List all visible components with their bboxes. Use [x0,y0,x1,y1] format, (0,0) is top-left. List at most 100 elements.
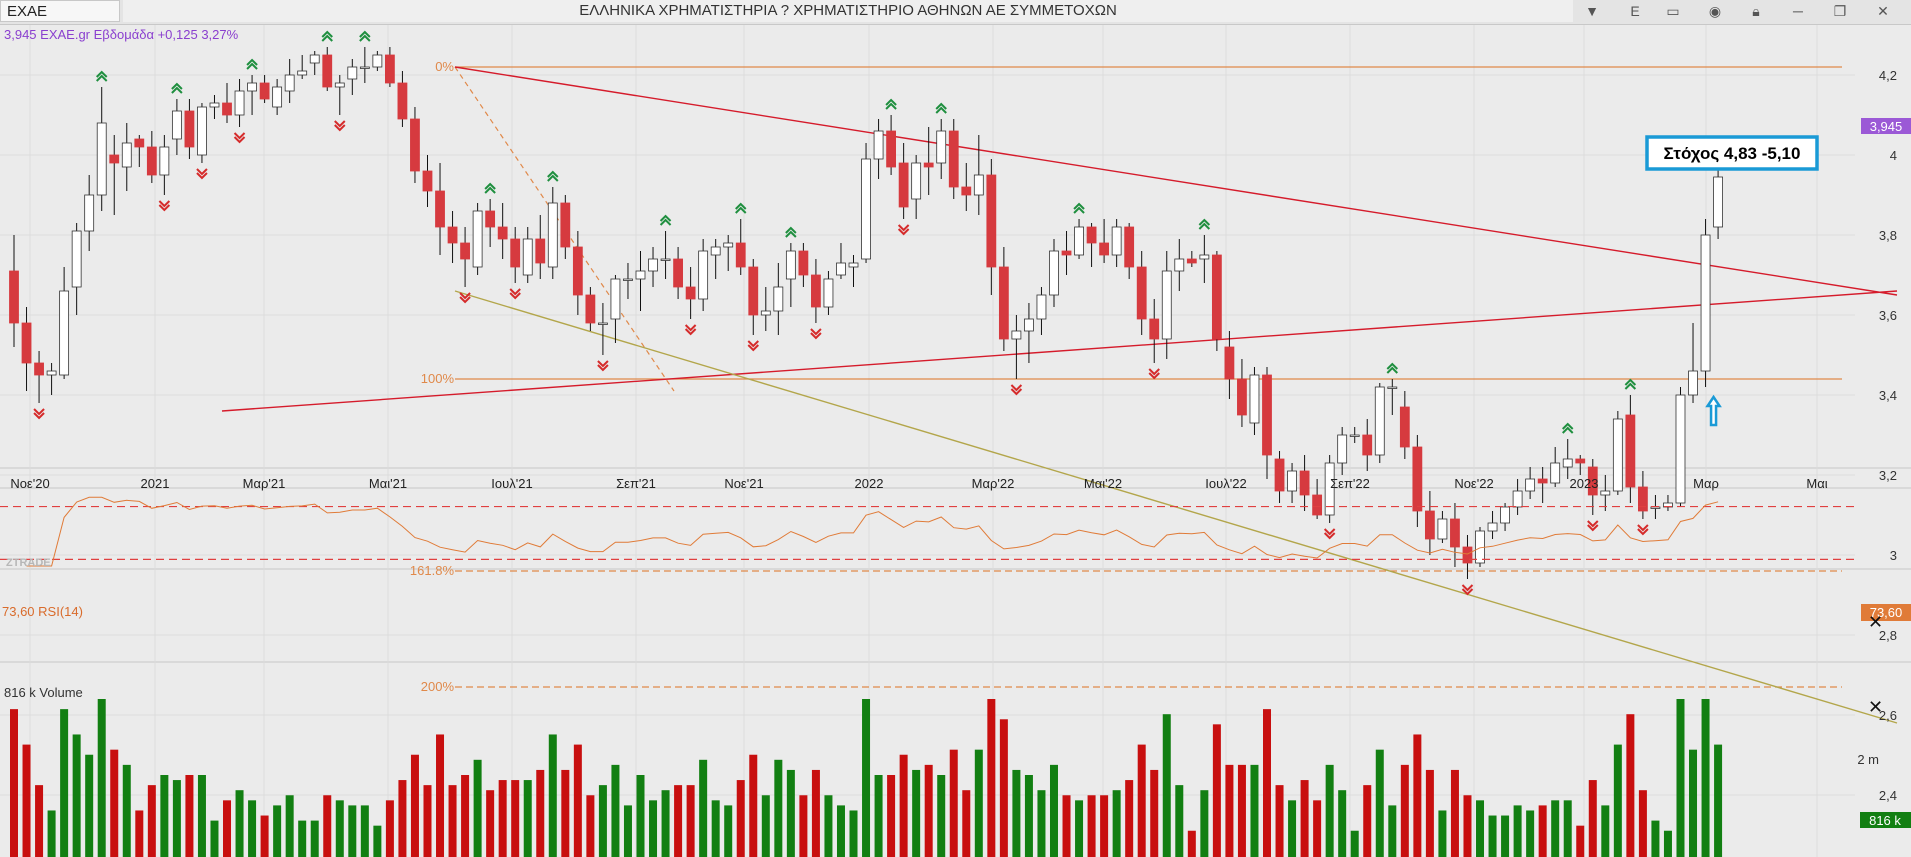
volume-bar [310,820,319,857]
candlestick [1174,239,1185,291]
volume-bar [135,810,144,857]
candle-body [1675,394,1686,504]
swing-low-marker-icon [1587,520,1599,532]
swing-low-marker-icon [33,408,45,420]
candlestick [522,227,533,283]
swing-low-marker-icon [1637,524,1649,536]
volume-bar [373,825,382,857]
candle-body [648,258,658,272]
candlestick [1412,435,1423,527]
candlestick [1061,231,1072,275]
candle-body [1224,346,1235,380]
candlestick [397,71,408,127]
candle-body [46,370,57,376]
candle-body [1249,374,1260,424]
price-chart[interactable]: 3,945 EXAE.gr Εβδομάδα +0,125 3,27% ZTRA… [0,25,1911,857]
candle-body [1074,226,1084,256]
candlestick [585,287,596,331]
y-tick-label: 4 [1890,148,1897,163]
x-tick-label: Σεπ'22 [1330,476,1370,491]
candlestick [21,307,32,391]
volume-bar [473,759,482,857]
candlestick [1349,427,1360,443]
candle-body [1111,226,1122,256]
candle-body [560,202,571,248]
volume-bar [285,795,294,857]
symbol-input[interactable]: EXAE [0,0,120,22]
candlestick [1437,511,1448,543]
volume-bar [1513,805,1522,857]
alert-icon[interactable]: ◉ [1708,3,1722,19]
volume-bar [1112,790,1121,857]
candle-body [673,258,683,288]
candle-body [197,106,207,156]
candle-body [1262,374,1272,456]
candle-body [1362,434,1373,456]
candlestick [46,363,57,395]
candlestick [1287,463,1297,503]
candle-body [1638,486,1648,512]
swing-low-marker-icon [459,292,471,304]
candlestick [1424,491,1435,555]
candle-body [309,54,320,64]
chevron-down-icon[interactable]: ▼ [1585,3,1599,19]
candlestick [447,211,458,263]
candlestick [1312,479,1323,519]
candlestick [798,243,809,287]
y-tick-label: 3,6 [1879,308,1897,323]
candlestick [923,127,934,195]
candlestick [1249,367,1260,435]
candle-body [1550,462,1561,484]
candlestick [648,247,658,287]
candlestick [121,123,132,191]
save-icon[interactable]: ▭ [1666,3,1680,19]
restore-icon[interactable]: ❐ [1833,3,1847,19]
candlestick [109,135,120,215]
candlestick [1099,219,1110,263]
volume-bar [849,810,858,857]
volume-bar [1551,800,1560,857]
candle-body [1387,386,1398,389]
volume-bar [1250,764,1259,857]
close-icon[interactable]: ✕ [1877,3,1889,19]
candle-body [698,250,709,300]
volume-bar [85,754,94,857]
close-rsi-panel-icon[interactable]: ✕ [1868,612,1884,632]
candlestick [610,275,621,343]
candlestick [660,231,671,279]
volume-bar [498,780,507,857]
rsi-value: 73,60 [1870,605,1903,620]
candlestick [1324,455,1335,523]
volume-bar [360,805,369,857]
swing-high-marker-icon [1073,202,1085,214]
volume-bar [323,795,332,857]
volume-bar [197,775,206,857]
candlestick [1550,447,1561,487]
candle-body [961,186,972,196]
swing-high-marker-icon [1624,378,1637,390]
candlestick [948,119,959,199]
candlestick [359,47,370,83]
volume-bar [799,795,808,857]
volume-bar [185,775,194,857]
candlestick [309,51,320,75]
x-tick-label: Μαι [1806,476,1827,491]
candle-body [1587,466,1598,496]
minimize-icon[interactable]: ─ [1793,3,1803,19]
candlestick [936,119,947,179]
volume-bar [548,734,557,857]
candlestick [171,99,182,155]
close-volume-panel-icon[interactable]: ✕ [1868,697,1884,717]
candlestick [998,247,1009,351]
lock-icon[interactable]: 🔒︎ [1752,3,1760,19]
target-label: Στόχος 4,83 -5,10 [1664,144,1801,163]
candlestick [1086,223,1097,267]
candle-body [1237,378,1247,416]
candlestick [222,83,232,123]
volume-bar [448,785,457,857]
volume-bar [260,815,269,857]
window-title: ΕΛΛΗΝΙΚΑ ΧΡΗΜΑΤΙΣΤΗΡΙΑ ? ΧΡΗΜΑΤΙΣΤΗΡΙΟ Α… [123,0,1573,22]
candlestick [1149,299,1160,363]
volume-bar [1689,749,1698,857]
period-button[interactable]: E [1630,3,1640,19]
